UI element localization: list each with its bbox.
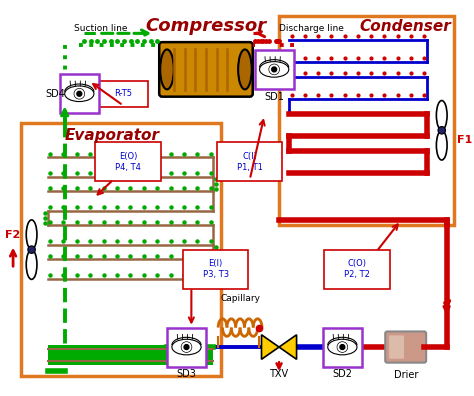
Ellipse shape [260, 62, 289, 77]
Text: F1: F1 [457, 135, 473, 145]
Ellipse shape [340, 345, 345, 350]
Ellipse shape [337, 342, 348, 352]
FancyBboxPatch shape [48, 345, 213, 365]
Text: TXV: TXV [270, 369, 289, 379]
Ellipse shape [269, 64, 280, 75]
Ellipse shape [65, 86, 94, 101]
FancyBboxPatch shape [279, 16, 455, 225]
FancyBboxPatch shape [389, 335, 404, 359]
Polygon shape [279, 335, 297, 359]
FancyBboxPatch shape [217, 143, 283, 181]
Ellipse shape [26, 220, 37, 249]
FancyBboxPatch shape [159, 42, 253, 97]
Text: Capillary: Capillary [220, 294, 260, 303]
Ellipse shape [238, 50, 252, 89]
FancyBboxPatch shape [60, 74, 99, 113]
Text: C(I)
P1, T1: C(I) P1, T1 [237, 152, 263, 171]
Polygon shape [262, 335, 279, 359]
FancyBboxPatch shape [167, 327, 206, 367]
FancyBboxPatch shape [385, 331, 426, 363]
Ellipse shape [74, 88, 85, 99]
Ellipse shape [160, 50, 174, 89]
Text: SD1: SD1 [264, 92, 284, 102]
FancyBboxPatch shape [323, 327, 362, 367]
Ellipse shape [328, 339, 357, 355]
Text: Evaporator: Evaporator [65, 128, 160, 143]
Text: E(O)
P4, T4: E(O) P4, T4 [115, 152, 141, 171]
Text: R-T5: R-T5 [114, 89, 132, 98]
Ellipse shape [181, 342, 192, 352]
Text: SD3: SD3 [176, 369, 196, 379]
Text: Suction line: Suction line [74, 24, 128, 33]
Text: Compressor: Compressor [146, 17, 266, 35]
FancyBboxPatch shape [98, 81, 148, 107]
Text: F2: F2 [5, 230, 20, 240]
Ellipse shape [28, 246, 36, 253]
Ellipse shape [26, 250, 37, 279]
Text: E(I)
P3, T3: E(I) P3, T3 [203, 259, 229, 279]
Ellipse shape [77, 91, 82, 96]
FancyBboxPatch shape [183, 249, 248, 289]
Text: Condenser: Condenser [360, 19, 451, 34]
Text: C(O)
P2, T2: C(O) P2, T2 [344, 259, 370, 279]
Ellipse shape [172, 339, 201, 355]
Ellipse shape [184, 345, 189, 350]
Ellipse shape [438, 127, 446, 134]
Text: SD4: SD4 [45, 89, 65, 99]
FancyBboxPatch shape [324, 249, 390, 289]
Text: Discharge line: Discharge line [279, 24, 344, 33]
Ellipse shape [437, 131, 447, 160]
FancyBboxPatch shape [21, 123, 220, 376]
Ellipse shape [272, 67, 277, 72]
Text: SD2: SD2 [332, 369, 352, 379]
FancyBboxPatch shape [255, 50, 294, 89]
Text: Drier: Drier [393, 370, 418, 381]
Ellipse shape [437, 101, 447, 130]
FancyBboxPatch shape [95, 143, 161, 181]
